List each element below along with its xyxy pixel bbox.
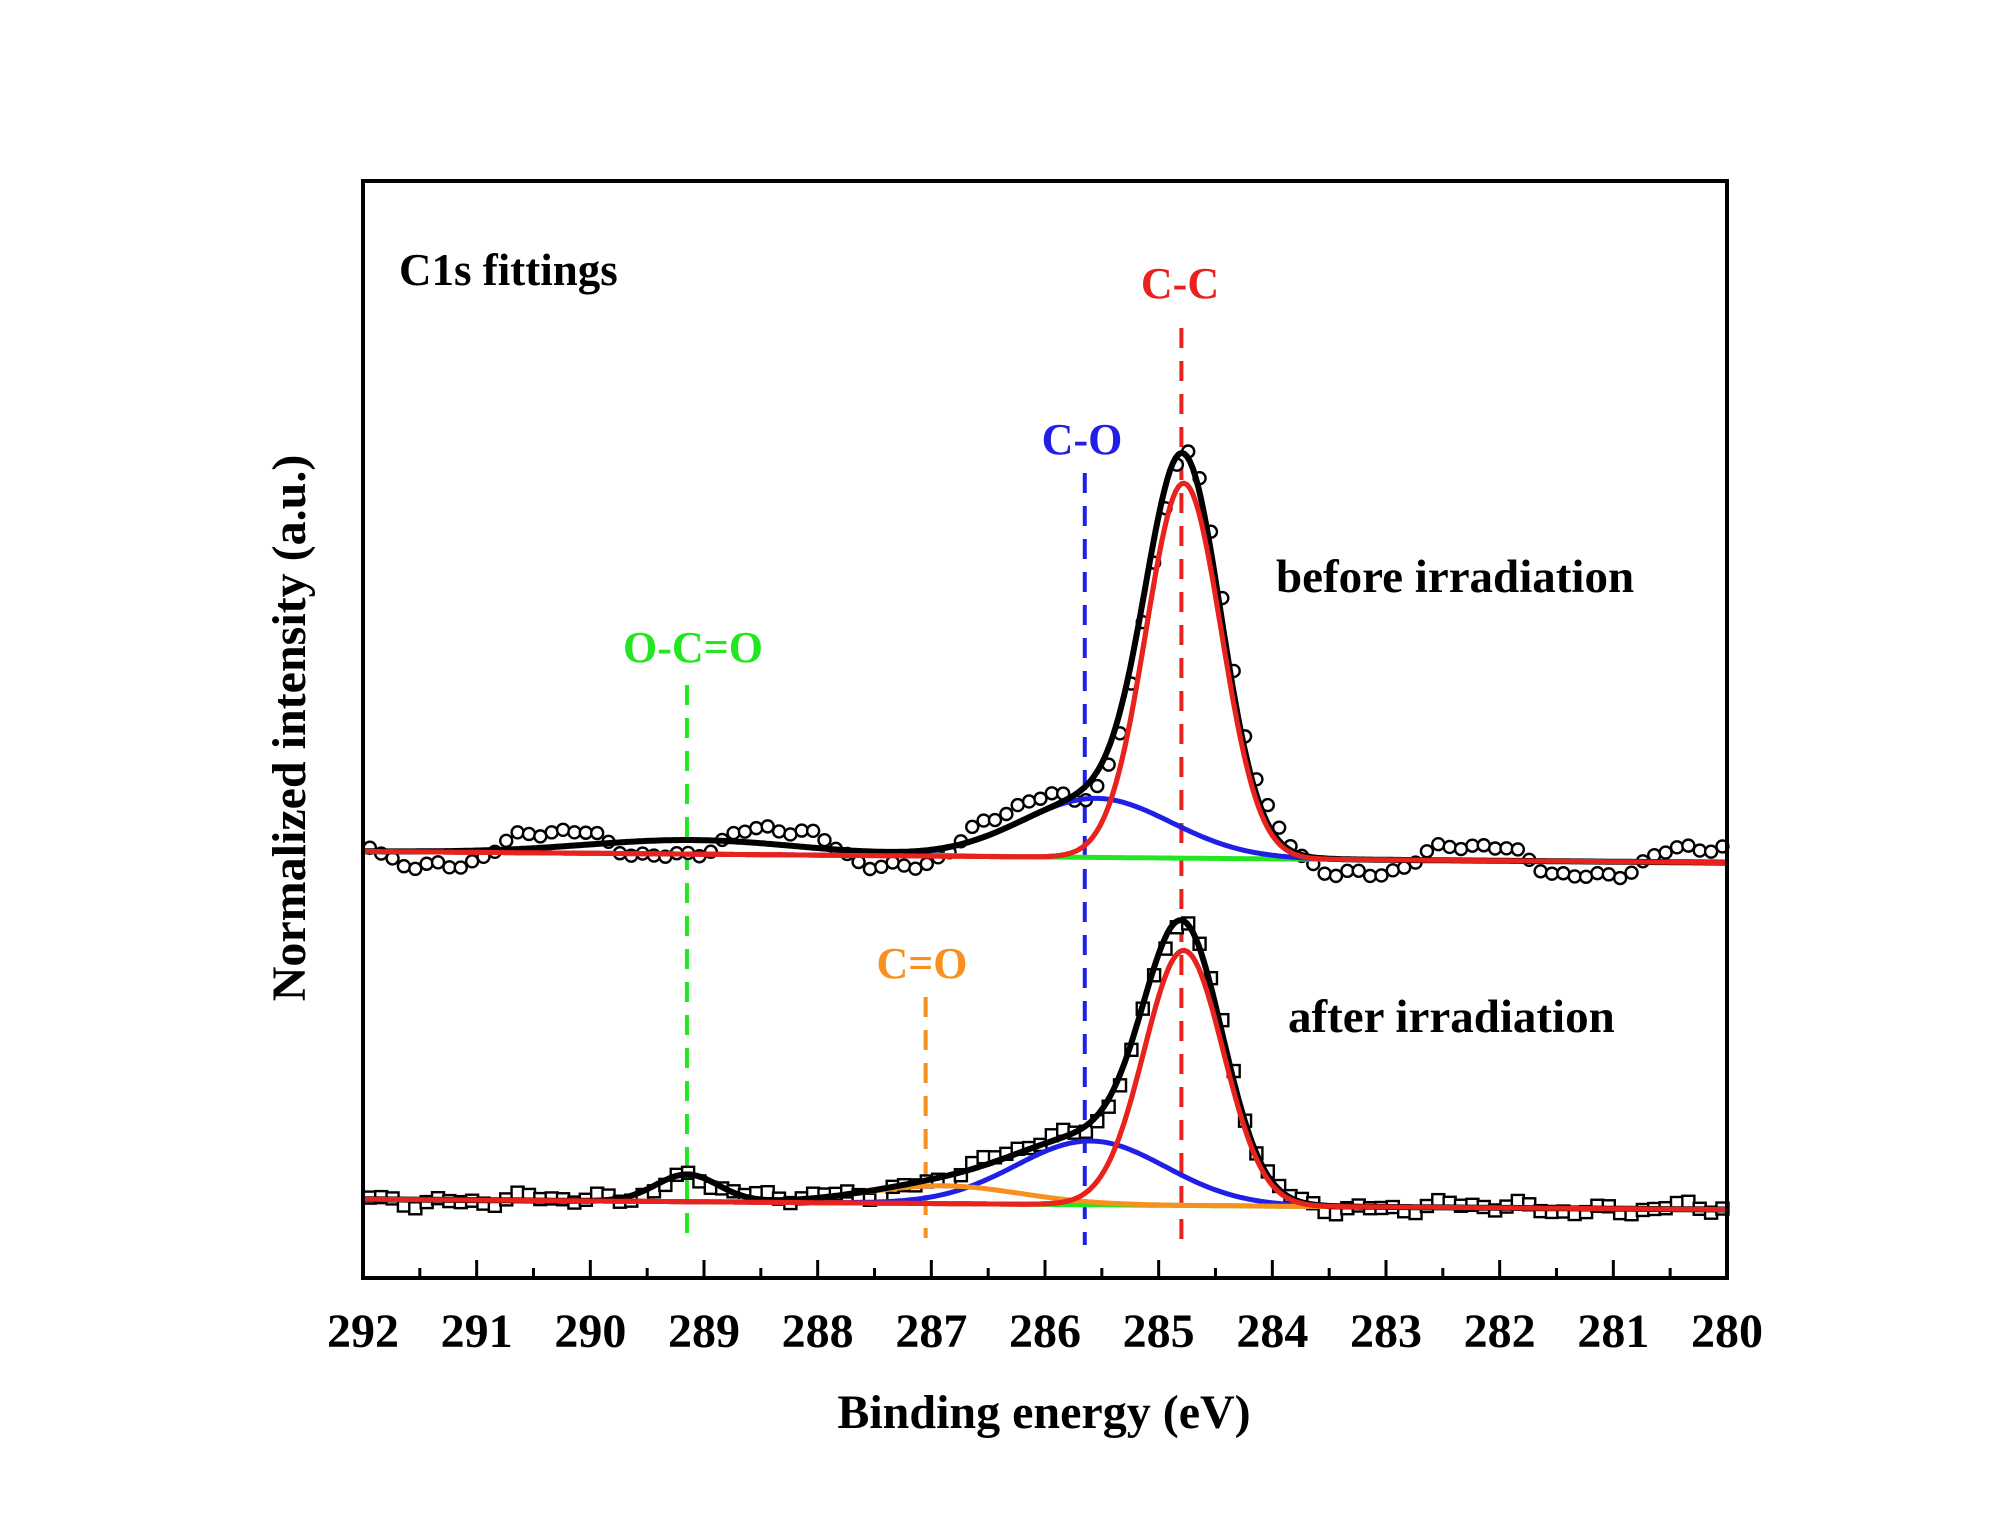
x-tick-label: 289 — [668, 1305, 740, 1358]
data-point-before — [908, 861, 923, 876]
data-point-before — [919, 856, 934, 872]
data-point-before — [510, 825, 525, 840]
data-point-before — [1317, 866, 1332, 881]
data-point-before — [555, 822, 571, 838]
x-tick-label: 291 — [441, 1305, 513, 1358]
data-point-before — [1669, 840, 1685, 855]
data-point-before — [771, 824, 787, 839]
data-point-before — [1612, 870, 1628, 886]
data-point-before — [453, 860, 468, 875]
data-point-before — [1703, 844, 1719, 859]
data-point-before — [419, 856, 434, 871]
data-point-before — [408, 861, 423, 877]
x-tick-label: 285 — [1123, 1305, 1195, 1358]
x-tick-label: 292 — [327, 1305, 399, 1358]
x-tick-label: 280 — [1691, 1305, 1763, 1358]
data-point-before — [1442, 839, 1457, 855]
data-point-before — [726, 825, 741, 841]
data-point-before — [1556, 866, 1571, 881]
data-point-before — [805, 823, 821, 839]
data-point-before — [896, 858, 912, 873]
component-curve-before-c-c-top — [363, 480, 1727, 866]
data-point-before — [499, 833, 514, 849]
data-point-before — [521, 826, 537, 842]
peak-label-c-c: C-C — [1141, 259, 1219, 308]
data-point-before — [1090, 778, 1105, 794]
data-point-before — [1033, 791, 1048, 806]
x-tick-label: 290 — [554, 1305, 626, 1358]
peak-label-c-o: C-O — [1042, 415, 1123, 464]
fit-curves — [362, 449, 1728, 1213]
data-point-before — [987, 812, 1003, 828]
data-point-before — [1351, 863, 1366, 878]
data-point-before — [1476, 838, 1491, 853]
data-point-before — [1453, 841, 1469, 857]
data-point-before — [1396, 860, 1412, 875]
data-point-before — [1624, 865, 1639, 880]
data-point-before — [1658, 845, 1673, 860]
x-tick-label: 283 — [1350, 1305, 1422, 1358]
x-tick-label: 286 — [1009, 1305, 1081, 1358]
data-point-before — [1510, 842, 1526, 857]
y-axis-label: Normalized intensity (a.u.) — [263, 455, 316, 1002]
x-axis-label: Binding energy (eV) — [837, 1386, 1250, 1439]
spectrum-label-before: before irradiation — [1276, 551, 1634, 603]
data-point-before — [1021, 794, 1037, 809]
data-point-before — [1681, 838, 1696, 853]
data-point-before — [1374, 868, 1389, 883]
peak-label-c-double-o: C=O — [876, 939, 967, 988]
data-point-before — [1590, 865, 1605, 881]
data-point-before — [544, 825, 559, 840]
data-point-before — [862, 861, 878, 877]
x-tick-label: 288 — [782, 1305, 854, 1358]
spectrum-label-after: after irradiation — [1288, 991, 1615, 1043]
x-tick-label: 284 — [1236, 1305, 1308, 1358]
component-curve-after-c-c-top — [362, 947, 1728, 1213]
x-tick-label: 287 — [895, 1305, 967, 1358]
data-point-before — [1431, 836, 1446, 852]
data-point-before — [965, 819, 980, 835]
data-point-before — [396, 859, 412, 874]
x-axis-tick-labels: 292 291 290 289 288 287 286 285 284 283 282 281 280 — [327, 1305, 1763, 1358]
data-point-before — [999, 806, 1014, 822]
data-point-before — [589, 825, 605, 841]
peak-label-o-c-o: O-C=O — [623, 623, 763, 672]
x-tick-label: 282 — [1464, 1305, 1536, 1358]
x-tick-label: 281 — [1577, 1305, 1649, 1358]
data-point-before — [760, 819, 775, 834]
data-point-before — [749, 820, 764, 836]
data-point-before — [1419, 844, 1435, 859]
data-point-before — [1499, 841, 1514, 856]
data-point-before — [1533, 864, 1548, 879]
data-point-before — [1328, 868, 1344, 884]
chart-title: C1s fittings — [399, 245, 618, 295]
data-point-before — [1385, 863, 1401, 878]
data-point-before — [817, 832, 832, 848]
x-axis-ticks — [361, 1260, 1729, 1278]
data-point-before — [1692, 843, 1707, 858]
data-point-before — [430, 855, 446, 870]
